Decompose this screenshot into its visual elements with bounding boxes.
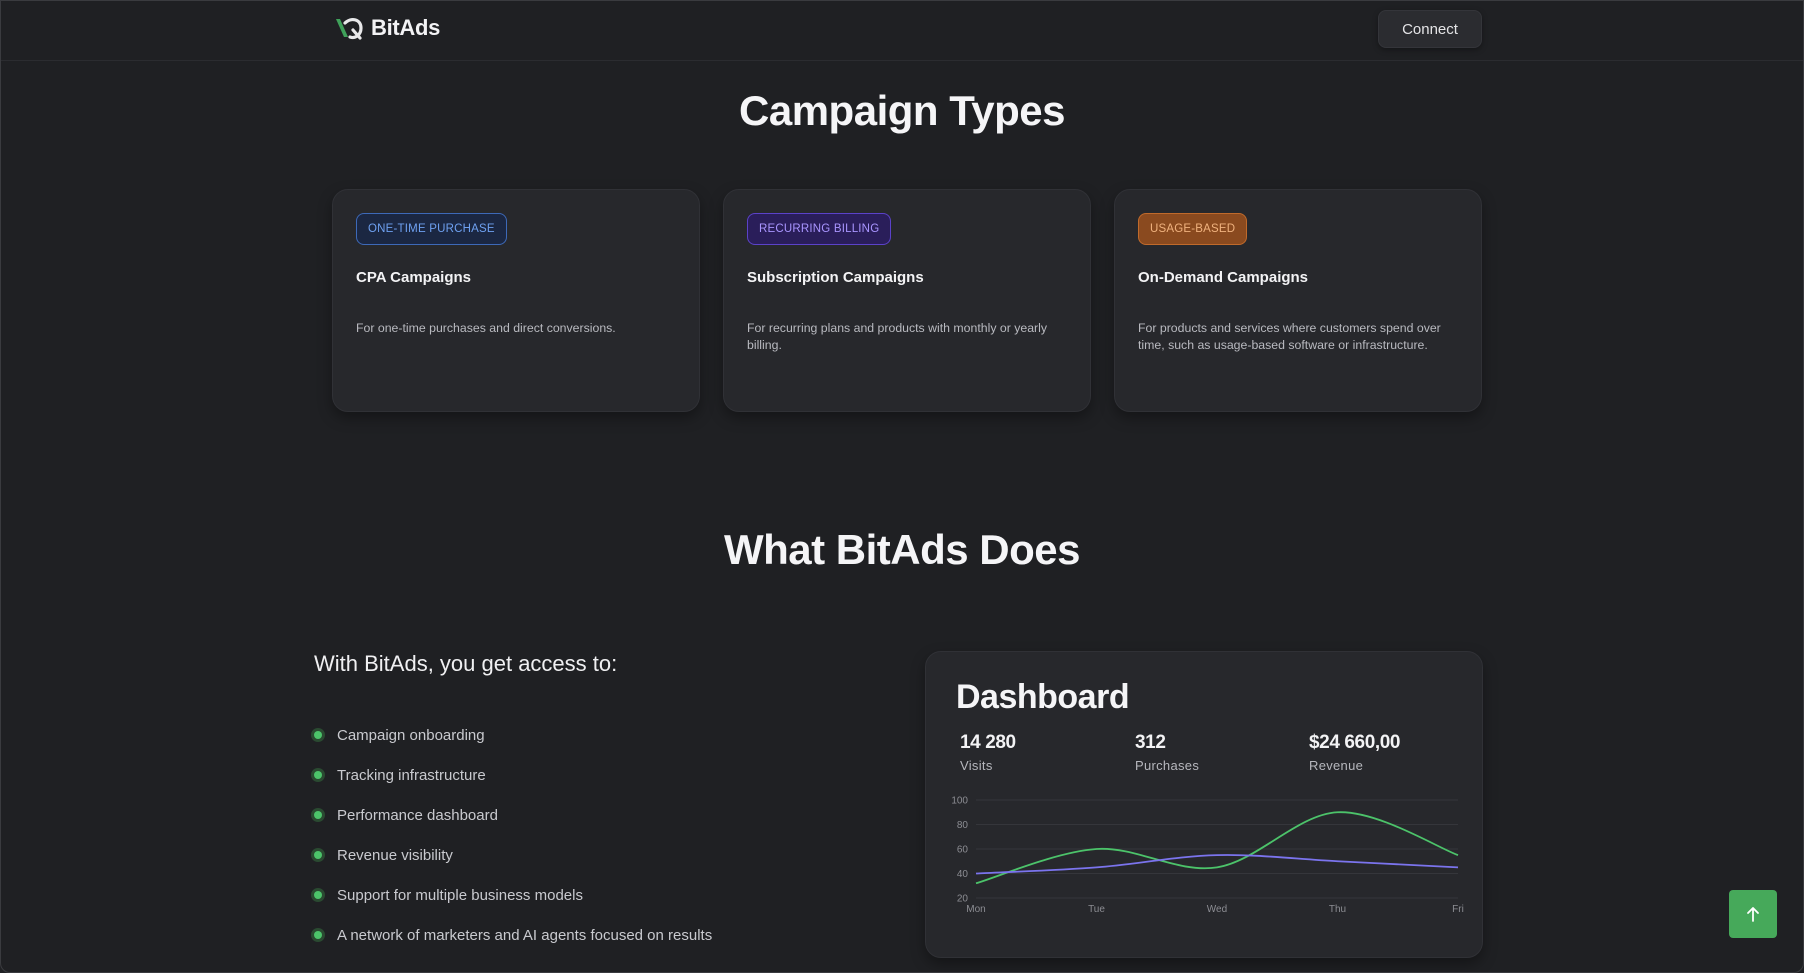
list-item: Tracking infrastructure [311,755,712,795]
feature-list: Campaign onboarding Tracking infrastruct… [311,715,712,955]
campaign-card-cpa[interactable]: ONE-TIME PURCHASE CPA Campaigns For one-… [332,189,700,412]
arrow-up-icon [1747,907,1759,922]
feature-label: Support for multiple business models [337,886,583,904]
top-bar: BitAds Connect [1,1,1803,61]
campaign-badge: RECURRING BILLING [747,213,892,245]
stat-label: Purchases [1135,758,1200,773]
stat-visits: 14 280 Visits [960,732,1016,773]
campaign-badge: ONE-TIME PURCHASE [356,213,507,245]
chart-series-line-1 [975,811,1459,885]
dashboard-card: Dashboard 14 280 Visits 312 Purchases $2… [925,651,1483,958]
feature-label: Performance dashboard [337,806,498,824]
campaign-card-on-demand[interactable]: USAGE-BASED On-Demand Campaigns For prod… [1114,189,1482,412]
campaign-types-title: Campaign Types [739,87,1065,134]
bullet-dot-icon [311,848,325,862]
feature-label: Tracking infrastructure [337,766,486,784]
feature-label: A network of marketers and AI agents foc… [337,926,713,944]
campaign-card-subscription[interactable]: RECURRING BILLING Subscription Campaigns… [723,189,1091,412]
chart-y-tick-label: 20 [957,894,969,905]
brand-name: BitAds [371,15,441,40]
chart-y-tick-label: 80 [957,820,969,831]
list-item: Campaign onboarding [311,715,712,755]
campaign-card-description: For one-time purchases and direct conver… [356,321,616,335]
chart-x-tick-label: Mon [966,904,985,915]
list-item: Support for multiple business models [311,875,712,915]
chart-y-tick-label: 60 [957,845,969,856]
bullet-dot-icon [311,768,325,782]
stat-revenue: $24 660,00 Revenue [1309,732,1400,773]
stat-value: $24 660,00 [1309,732,1401,753]
stat-label: Visits [960,758,993,773]
what-bitads-does-title: What BitAds Does [723,526,1081,573]
stat-value: 312 [1135,732,1166,753]
bullet-dot-icon [311,888,325,902]
chart-x-tick-label: Fri [1452,904,1464,915]
bullet-dot-icon [311,808,325,822]
list-item: Performance dashboard [311,795,712,835]
chart-series-line-2 [975,854,1459,875]
chart-x-tick-label: Tue [1088,904,1105,915]
list-item: A network of marketers and AI agents foc… [311,915,712,955]
access-heading: With BitAds, you get access to: [314,651,618,676]
campaign-card-description: For products and services where customer… [1138,321,1441,352]
scroll-to-top-button[interactable] [1729,890,1777,938]
bullet-dot-icon [311,928,325,942]
dashboard-title: Dashboard [956,678,1130,716]
bitads-logo-icon [336,17,363,40]
stat-value: 14 280 [960,732,1016,753]
bullet-dot-icon [311,728,325,742]
campaign-card-title: CPA Campaigns [356,269,472,286]
list-item: Revenue visibility [311,835,712,875]
chart-x-tick-label: Thu [1329,904,1346,915]
campaign-badge: USAGE-BASED [1138,213,1248,245]
campaign-card-title: On-Demand Campaigns [1138,269,1309,286]
stat-label: Revenue [1309,758,1364,773]
chart-y-tick-label: 100 [951,796,968,807]
campaign-card-description: For recurring plans and products with mo… [747,321,1048,352]
chart-y-tick-label: 40 [957,869,969,880]
stat-purchases: 312 Purchases [1135,732,1199,773]
brand-logo[interactable]: BitAds [333,15,440,41]
connect-button[interactable]: Connect [1378,10,1482,48]
feature-label: Revenue visibility [337,846,453,864]
campaign-card-title: Subscription Campaigns [747,269,924,286]
feature-label: Campaign onboarding [337,726,485,744]
chart-x-tick-label: Wed [1207,904,1227,915]
